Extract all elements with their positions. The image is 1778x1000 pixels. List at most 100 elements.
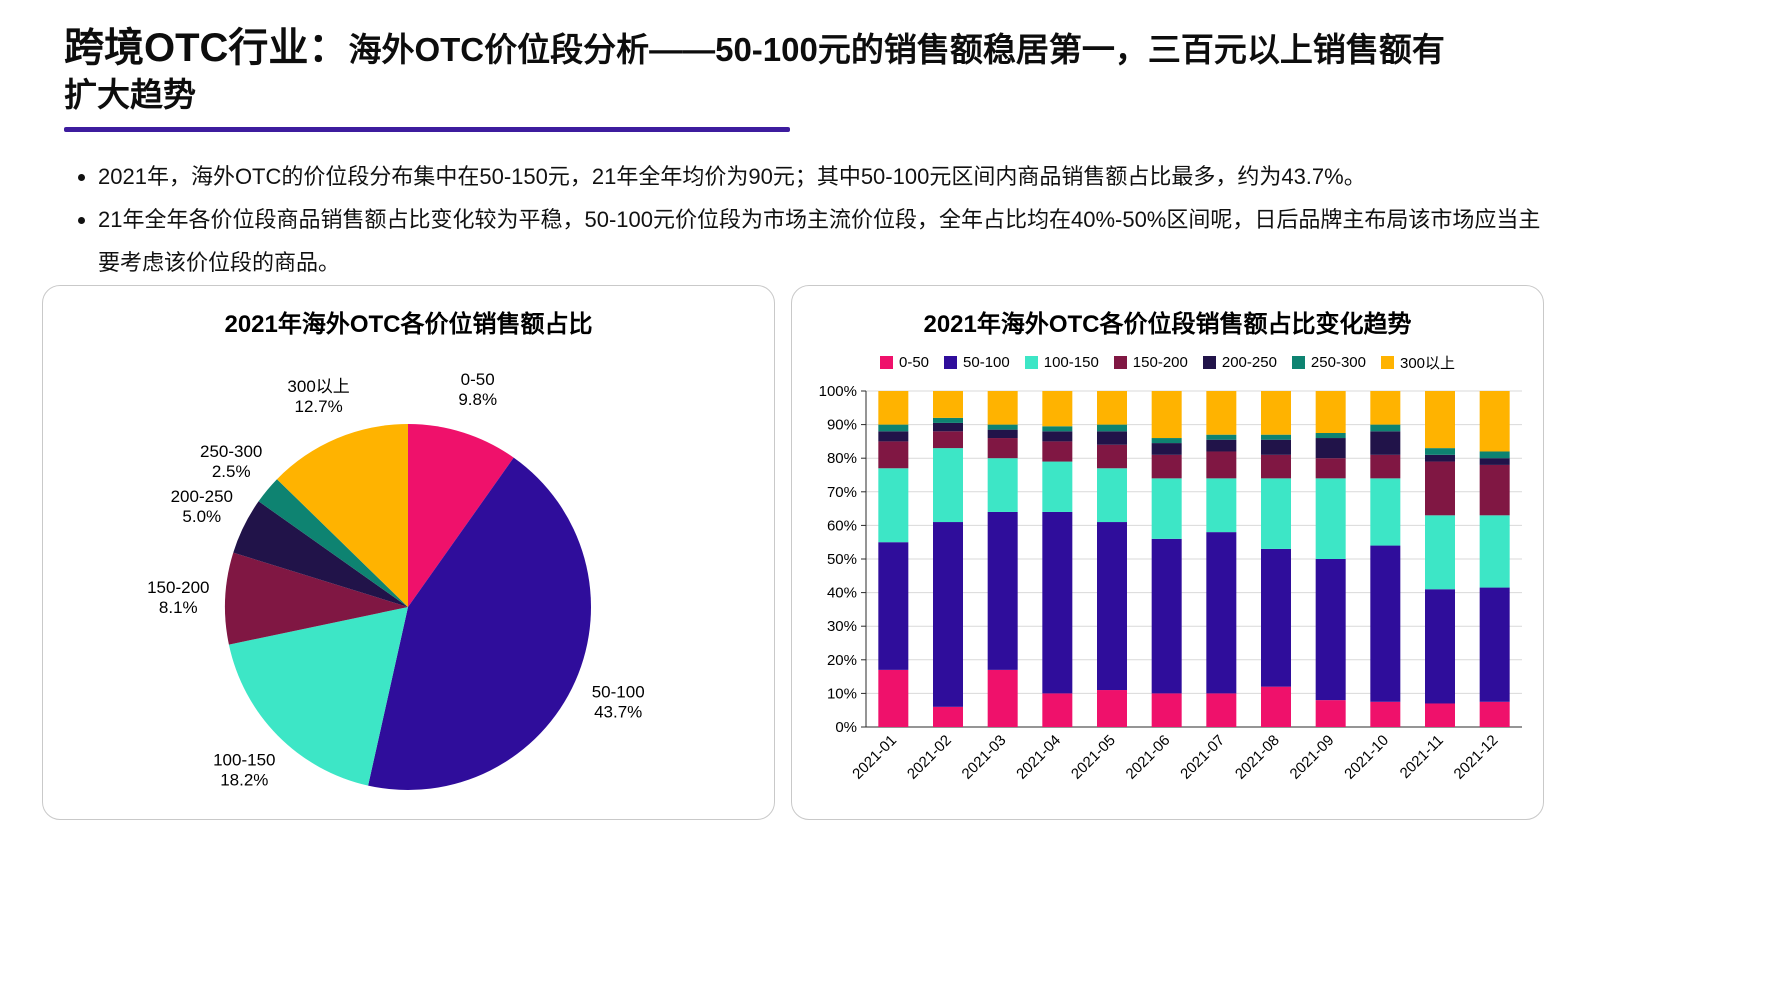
x-tick-label: 2021-10 [1341, 732, 1392, 783]
bar-segment-2021-03-300以上 [987, 391, 1018, 425]
bar-segment-2021-11-250-300 [1425, 448, 1455, 455]
bar-segment-2021-04-200-250 [1042, 431, 1073, 442]
bar-segment-2021-11-200-250 [1425, 454, 1455, 462]
bar-segment-2021-04-0-50 [1042, 693, 1073, 727]
bar-segment-2021-09-250-300 [1315, 433, 1346, 439]
bar-segment-2021-12-200-250 [1479, 458, 1510, 465]
bar-segment-2021-05-250-300 [1097, 424, 1127, 432]
y-tick-label: 50% [827, 551, 857, 568]
legend-item-250-300: 250-300 [1291, 354, 1366, 371]
pie-label-300以上: 300以上 12.7% [287, 377, 349, 416]
legend-label: 150-200 [1132, 354, 1188, 371]
pie-label-100-150: 100-150 18.2% [213, 751, 275, 790]
bar-segment-2021-01-150-200 [878, 441, 909, 469]
pie-label-250-300: 250-300 2.5% [200, 442, 262, 481]
bar-segment-2021-07-50-100 [1206, 532, 1237, 694]
bar-segment-2021-09-50-100 [1315, 559, 1346, 701]
bar-segment-2021-03-0-50 [987, 669, 1018, 727]
x-tick-label: 2021-07 [1177, 732, 1228, 783]
legend-swatch-icon [879, 356, 893, 369]
bar-segment-2021-01-200-250 [878, 431, 909, 442]
slide-header: 跨境OTC行业：海外OTC价位段分析——50-100元的销售额稳居第一，三百元以… [0, 0, 1778, 132]
bar-segment-2021-01-100-150 [878, 468, 909, 543]
bar-segment-2021-03-250-300 [987, 424, 1018, 430]
pie-label-0-50: 0-50 9.8% [458, 370, 497, 409]
pie-label-200-250: 200-250 5.0% [171, 487, 233, 526]
legend-label: 200-250 [1221, 354, 1277, 371]
bar-segment-2021-12-50-100 [1479, 587, 1510, 702]
bar-segment-2021-02-300以上 [933, 391, 963, 418]
bar-segment-2021-03-100-150 [987, 458, 1018, 512]
legend-swatch-icon [944, 356, 958, 369]
legend-label: 250-300 [1310, 354, 1366, 371]
bar-segment-2021-08-200-250 [1261, 439, 1291, 455]
bar-segment-2021-07-300以上 [1206, 391, 1237, 435]
bar-segment-2021-08-150-200 [1261, 454, 1291, 479]
bar-segment-2021-09-150-200 [1315, 458, 1346, 479]
bar-segment-2021-10-150-200 [1370, 454, 1401, 479]
bar-segment-2021-09-0-50 [1315, 700, 1346, 727]
bar-segment-2021-08-300以上 [1261, 391, 1291, 435]
bar-segment-2021-11-300以上 [1425, 391, 1455, 449]
bar-segment-2021-02-150-200 [933, 431, 963, 449]
bar-segment-2021-11-0-50 [1425, 703, 1455, 727]
bar-segment-2021-05-0-50 [1097, 690, 1127, 727]
bar-segment-2021-06-0-50 [1151, 693, 1182, 727]
bar-segment-2021-12-250-300 [1479, 451, 1510, 459]
bar-segment-2021-12-300以上 [1479, 391, 1510, 452]
page-title-main: 跨境OTC行业： [64, 26, 349, 70]
pie-chart: 0-50 9.8% 50-100 43.7% 100-150 18.2% 150-200 8.… [147, 370, 645, 790]
bar-segment-2021-09-200-250 [1315, 438, 1346, 459]
bar-segment-2021-10-50-100 [1370, 545, 1401, 702]
bar-segment-2021-09-100-150 [1315, 478, 1346, 559]
bar-segment-2021-07-150-200 [1206, 451, 1237, 479]
y-tick-label: 40% [827, 585, 857, 602]
bar-segment-2021-02-100-150 [933, 448, 963, 523]
x-tick-label: 2021-12 [1451, 732, 1502, 783]
bar-segment-2021-05-50-100 [1097, 522, 1127, 691]
legend-swatch-icon [1380, 356, 1394, 369]
x-tick-label: 2021-05 [1068, 732, 1119, 783]
pie-chart-title: 2021年海外OTC各价位销售额占比 [224, 311, 593, 338]
x-tick-label: 2021-06 [1123, 732, 1174, 783]
pie-slice-100-150 [228, 607, 408, 786]
bar-segment-2021-08-250-300 [1261, 434, 1291, 440]
legend-label: 300以上 [1399, 355, 1456, 372]
bar-segment-2021-06-50-100 [1151, 538, 1182, 694]
bar-segment-2021-07-0-50 [1206, 693, 1237, 727]
x-tick-label: 2021-02 [904, 732, 955, 783]
bar-chart-card: 2021年海外OTC各价位段销售额占比变化趋势 0-50 50-100 100-15… [791, 285, 1544, 820]
bar-chart-legend: 0-50 50-100 100-150 150-200 200-250 250-300 30… [792, 352, 1543, 373]
bar-segment-2021-06-250-300 [1151, 438, 1182, 444]
bar-segment-2021-06-300以上 [1151, 391, 1182, 439]
y-tick-label: 90% [827, 417, 857, 434]
stacked-bar-chart: 0% 10% 20% 30% 40% 50% 60% 70% 80% 90% 100% 2021-01… [819, 383, 1522, 783]
bar-segment-2021-04-50-100 [1042, 511, 1073, 694]
bar-segment-2021-10-200-250 [1370, 431, 1401, 455]
bar-segment-2021-06-200-250 [1151, 443, 1182, 455]
x-tick-label: 2021-09 [1287, 732, 1338, 783]
title-underline [64, 126, 790, 132]
bar-segment-2021-02-0-50 [933, 706, 963, 727]
bar-segment-2021-01-0-50 [878, 669, 909, 727]
bar-segment-2021-08-50-100 [1261, 548, 1291, 687]
bar-segment-2021-02-50-100 [933, 522, 963, 707]
y-tick-label: 20% [827, 652, 857, 669]
bar-segment-2021-10-300以上 [1370, 391, 1401, 425]
bar-segment-2021-06-150-200 [1151, 454, 1182, 479]
y-tick-label: 0% [835, 719, 857, 736]
bar-segment-2021-07-100-150 [1206, 478, 1237, 533]
bullet-item-1: 2021年，海外OTC的价位段分布集中在50-150元，21年全年均价为90元；… [98, 156, 1543, 199]
bar-segment-2021-10-250-300 [1370, 424, 1401, 432]
y-tick-label: 70% [827, 484, 857, 501]
legend-item-150-200: 150-200 [1113, 354, 1188, 371]
y-tick-label: 100% [819, 383, 857, 400]
bar-segment-2021-05-200-250 [1097, 431, 1127, 445]
bar-segment-2021-03-50-100 [987, 511, 1018, 670]
legend-label: 50-100 [963, 354, 1010, 371]
bar-segment-2021-08-0-50 [1261, 686, 1291, 727]
bar-segment-2021-04-150-200 [1042, 441, 1073, 462]
legend-label: 0-50 [898, 354, 930, 371]
legend-swatch-icon [1024, 356, 1038, 369]
bullet-item-2: 21年全年各价位段商品销售额占比变化较为平稳，50-100元价位段为市场主流价位… [98, 199, 1543, 285]
